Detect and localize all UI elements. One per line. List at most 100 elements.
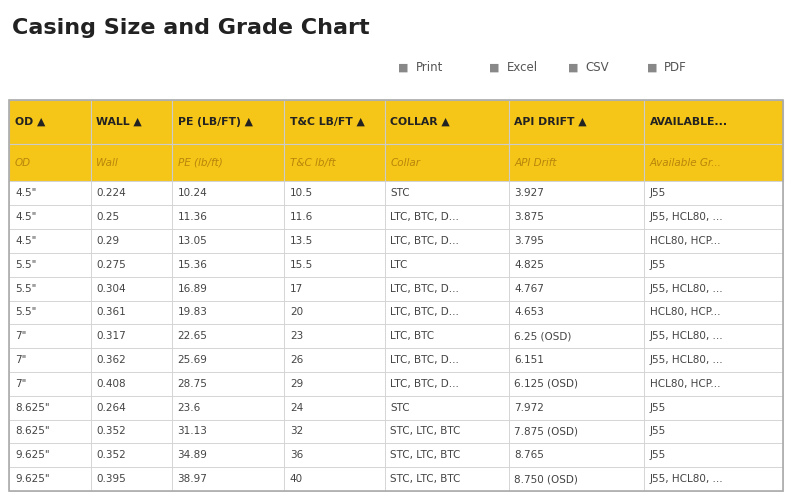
Text: 0.25: 0.25 xyxy=(96,212,119,222)
Text: 9.625": 9.625" xyxy=(15,450,50,460)
Bar xyxy=(9,229,91,253)
Text: 0.264: 0.264 xyxy=(96,402,126,412)
Bar xyxy=(91,206,172,229)
Text: 0.224: 0.224 xyxy=(96,188,126,198)
Bar xyxy=(284,276,385,300)
Bar xyxy=(9,100,91,144)
Bar xyxy=(91,144,172,182)
Text: J55, HCL80, ...: J55, HCL80, ... xyxy=(649,284,724,294)
Bar xyxy=(9,144,91,182)
Bar xyxy=(91,324,172,348)
Text: AVAILABLE...: AVAILABLE... xyxy=(649,117,727,127)
Text: HCL80, HCP...: HCL80, HCP... xyxy=(649,236,720,246)
Bar xyxy=(509,300,644,324)
Bar xyxy=(172,229,284,253)
Bar xyxy=(9,467,91,491)
Bar xyxy=(284,253,385,276)
Text: ■: ■ xyxy=(489,62,503,72)
Bar xyxy=(644,229,783,253)
Bar xyxy=(509,467,644,491)
Text: 0.408: 0.408 xyxy=(96,379,126,389)
Bar xyxy=(644,324,783,348)
Bar xyxy=(284,396,385,419)
Bar xyxy=(509,276,644,300)
Bar xyxy=(9,253,91,276)
Text: T&C lb/ft: T&C lb/ft xyxy=(290,158,335,168)
Text: LTC, BTC, D...: LTC, BTC, D... xyxy=(391,308,459,318)
Bar xyxy=(172,144,284,182)
Bar xyxy=(284,182,385,206)
Bar xyxy=(509,144,644,182)
Bar xyxy=(385,182,509,206)
Text: 7": 7" xyxy=(15,331,26,341)
Text: 6.25 (OSD): 6.25 (OSD) xyxy=(514,331,571,341)
Bar xyxy=(172,253,284,276)
Text: PE (lb/ft): PE (lb/ft) xyxy=(178,158,222,168)
Text: STC, LTC, BTC: STC, LTC, BTC xyxy=(391,474,461,484)
Text: 7.972: 7.972 xyxy=(514,402,544,412)
Bar xyxy=(172,348,284,372)
Text: Wall: Wall xyxy=(96,158,118,168)
Bar xyxy=(509,396,644,419)
Text: 4.825: 4.825 xyxy=(514,260,544,270)
Text: 6.125 (OSD): 6.125 (OSD) xyxy=(514,379,578,389)
Bar xyxy=(644,444,783,467)
Bar xyxy=(9,324,91,348)
Bar xyxy=(644,420,783,444)
Text: Excel: Excel xyxy=(507,61,537,74)
Bar xyxy=(644,253,783,276)
Text: PE (LB/FT) ▲: PE (LB/FT) ▲ xyxy=(178,117,252,127)
Bar xyxy=(509,100,644,144)
Bar xyxy=(385,444,509,467)
Text: 11.36: 11.36 xyxy=(178,212,208,222)
Text: 24: 24 xyxy=(290,402,303,412)
Text: 4.653: 4.653 xyxy=(514,308,544,318)
Bar xyxy=(644,396,783,419)
Bar xyxy=(91,100,172,144)
Bar xyxy=(91,420,172,444)
Text: ■: ■ xyxy=(568,62,582,72)
Bar xyxy=(91,300,172,324)
Bar xyxy=(284,420,385,444)
Bar xyxy=(644,182,783,206)
Text: 3.927: 3.927 xyxy=(514,188,544,198)
Text: 15.5: 15.5 xyxy=(290,260,313,270)
Bar xyxy=(91,253,172,276)
Bar xyxy=(172,420,284,444)
Text: 19.83: 19.83 xyxy=(178,308,208,318)
Bar xyxy=(9,444,91,467)
Bar xyxy=(509,348,644,372)
Text: Print: Print xyxy=(416,61,443,74)
Text: 22.65: 22.65 xyxy=(178,331,208,341)
Bar xyxy=(91,444,172,467)
Text: 34.89: 34.89 xyxy=(178,450,208,460)
Text: 38.97: 38.97 xyxy=(178,474,208,484)
Text: 0.352: 0.352 xyxy=(96,450,126,460)
Text: J55: J55 xyxy=(649,188,666,198)
Bar xyxy=(385,348,509,372)
Text: J55, HCL80, ...: J55, HCL80, ... xyxy=(649,355,724,365)
Text: 3.795: 3.795 xyxy=(514,236,544,246)
Text: 11.6: 11.6 xyxy=(290,212,313,222)
Text: LTC, BTC, D...: LTC, BTC, D... xyxy=(391,212,459,222)
Bar xyxy=(9,348,91,372)
Bar xyxy=(172,467,284,491)
Bar xyxy=(509,444,644,467)
Bar xyxy=(9,100,783,491)
Bar xyxy=(385,276,509,300)
Text: 13.05: 13.05 xyxy=(178,236,208,246)
Text: 0.362: 0.362 xyxy=(96,355,126,365)
Bar xyxy=(644,300,783,324)
Bar xyxy=(509,182,644,206)
Text: 6.151: 6.151 xyxy=(514,355,544,365)
Bar xyxy=(9,182,91,206)
Text: Collar: Collar xyxy=(391,158,421,168)
Text: LTC, BTC: LTC, BTC xyxy=(391,331,435,341)
Bar xyxy=(385,372,509,396)
Text: API DRIFT ▲: API DRIFT ▲ xyxy=(514,117,587,127)
Bar xyxy=(172,300,284,324)
Bar xyxy=(9,206,91,229)
Bar xyxy=(284,372,385,396)
Text: J55: J55 xyxy=(649,450,666,460)
Bar xyxy=(284,444,385,467)
